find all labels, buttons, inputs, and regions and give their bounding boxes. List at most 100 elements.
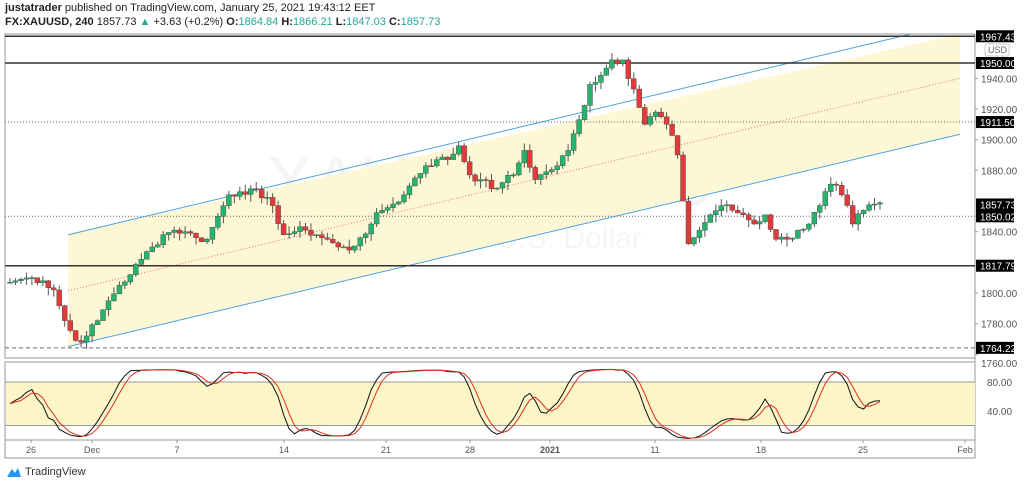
channel-upper-line xyxy=(68,21,961,236)
candle-body xyxy=(756,221,763,225)
low-label: L: xyxy=(335,16,347,28)
candle-body xyxy=(280,223,287,235)
candle-body xyxy=(133,264,139,275)
tradingview-logo-icon xyxy=(7,468,21,477)
candle-body xyxy=(543,171,549,175)
price-change: +3.63 (+0.2%) xyxy=(153,16,224,28)
time-axis xyxy=(4,439,976,459)
y-tick-label: 1800.00 xyxy=(981,289,1018,300)
candle-body xyxy=(29,277,35,279)
candle-body xyxy=(297,226,303,232)
candle-body xyxy=(740,212,746,215)
candle-body xyxy=(286,233,292,235)
candle-body xyxy=(685,200,692,245)
x-tick-label: Feb xyxy=(957,445,973,455)
candle-body xyxy=(34,277,41,283)
candle-body xyxy=(745,214,752,221)
candle-body xyxy=(12,280,19,283)
candle-body xyxy=(696,229,703,238)
publish-info: justatrader published on TradingView.com… xyxy=(5,2,375,14)
candle-body xyxy=(105,300,112,311)
symbol-legend: FX:XAUUSD, 240 1857.73 ▲ +3.63 (+0.2%) O… xyxy=(5,16,440,28)
candle-body xyxy=(483,179,489,181)
symbol-label[interactable]: FX:XAUUSD, 240 xyxy=(5,16,94,28)
last-price: 1857.73 xyxy=(96,16,137,28)
candle-body xyxy=(729,204,735,211)
candle-body xyxy=(264,197,270,199)
price-level-badge xyxy=(976,198,1014,211)
candle-body xyxy=(674,135,681,156)
tradingview-logo[interactable]: TradingView xyxy=(6,466,86,478)
price-level-label: 1911.50 xyxy=(980,118,1016,129)
candle-body xyxy=(182,231,188,234)
candle-body xyxy=(127,274,134,283)
price-level-label: 1764.22 xyxy=(980,344,1017,355)
candle-body xyxy=(341,246,347,249)
candle-body xyxy=(548,169,555,173)
candle-body xyxy=(390,203,396,208)
y-tick-label: 1880.00 xyxy=(981,166,1018,177)
high-value: 1866.21 xyxy=(292,16,333,28)
candle-body xyxy=(822,191,828,206)
brand-name: TradingView xyxy=(25,466,86,478)
x-tick-label: Dec xyxy=(84,445,101,455)
candle-body xyxy=(598,75,604,83)
candle-body xyxy=(849,205,856,225)
candle-body xyxy=(642,107,648,125)
publisher-name[interactable]: justatrader xyxy=(5,2,62,14)
candle-body xyxy=(401,194,407,203)
candle-body xyxy=(521,150,528,164)
y-tick-label: 1920.00 xyxy=(981,105,1018,116)
candle-body xyxy=(603,67,610,76)
candle-body xyxy=(89,324,95,337)
candle-body xyxy=(494,187,500,190)
candle-body xyxy=(45,280,52,288)
candle-body xyxy=(215,216,221,228)
candle-body xyxy=(466,161,473,176)
candle-body xyxy=(384,207,391,211)
candle-body xyxy=(78,340,84,343)
channel-lower-line xyxy=(68,133,961,348)
candle-body xyxy=(204,239,210,242)
x-tick-label: 2021 xyxy=(540,445,560,455)
candle-body xyxy=(439,156,445,160)
candle-body xyxy=(844,194,850,206)
candle-body xyxy=(554,165,560,170)
candle-body xyxy=(445,156,451,160)
candle-body xyxy=(330,239,336,243)
low-value: 1847.03 xyxy=(346,16,386,28)
high-label: H: xyxy=(281,16,293,28)
x-tick-label: 14 xyxy=(279,445,289,455)
candle-body xyxy=(472,174,478,182)
candle-body xyxy=(806,223,812,230)
candle-body xyxy=(7,282,13,284)
candle-body xyxy=(160,234,166,245)
candle-body xyxy=(406,185,413,196)
candle-body xyxy=(532,167,538,180)
candle-body xyxy=(559,155,566,166)
price-level-label: 1967.43 xyxy=(980,32,1017,43)
candle-body xyxy=(800,228,807,231)
candle-body xyxy=(258,189,265,199)
candle-body xyxy=(811,212,818,225)
candle-body xyxy=(83,335,90,343)
y-tick-label: 1780.00 xyxy=(981,320,1018,331)
candle-body xyxy=(319,234,325,238)
up-arrow-icon: ▲ xyxy=(139,16,151,28)
candle-body xyxy=(570,133,577,151)
candle-body xyxy=(718,205,725,211)
candle-body xyxy=(171,229,177,233)
candle-body xyxy=(860,209,867,214)
candle-body xyxy=(253,188,259,190)
y-tick-label: 1900.00 xyxy=(981,136,1018,147)
candle-body xyxy=(565,150,571,156)
candle-body xyxy=(40,280,46,283)
close-value: 1857.73 xyxy=(400,16,441,28)
candle-body xyxy=(735,209,741,214)
candle-body xyxy=(576,119,582,134)
stochastic-d-line xyxy=(9,369,881,439)
candle-body xyxy=(335,242,342,248)
candle-body xyxy=(724,204,730,206)
candle-body xyxy=(647,116,653,125)
